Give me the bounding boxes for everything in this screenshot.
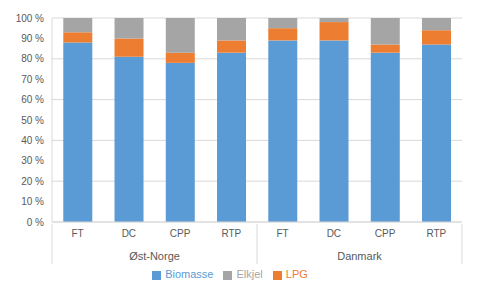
svg-text:100 %: 100 % bbox=[16, 13, 44, 24]
html-text:LPG: LPG bbox=[285, 268, 308, 280]
svg-text:RTP: RTP bbox=[426, 228, 446, 239]
html-text:Biomasse: Biomasse bbox=[165, 268, 214, 280]
svg-text:FT: FT bbox=[72, 228, 84, 239]
svg-text:Øst-Norge: Øst-Norge bbox=[129, 250, 180, 262]
svg-text:DC: DC bbox=[327, 228, 341, 239]
html-text:Elkjel: Elkjel bbox=[236, 268, 263, 280]
svg-text:DC: DC bbox=[122, 228, 136, 239]
svg-text:90 %: 90 % bbox=[21, 33, 44, 44]
svg-text:CPP: CPP bbox=[375, 228, 396, 239]
svg-text:Danmark: Danmark bbox=[337, 250, 382, 262]
svg-text:0 %: 0 % bbox=[27, 217, 44, 228]
svg-text:80 %: 80 % bbox=[21, 53, 44, 64]
svg-text:30 %: 30 % bbox=[21, 155, 44, 166]
svg-text:50 %: 50 % bbox=[21, 115, 44, 126]
svg-text:20 %: 20 % bbox=[21, 176, 44, 187]
svg-text:60 %: 60 % bbox=[21, 94, 44, 105]
svg-text:40 %: 40 % bbox=[21, 135, 44, 146]
svg-text:70 %: 70 % bbox=[21, 74, 44, 85]
svg-text:CPP: CPP bbox=[170, 228, 191, 239]
svg-text:RTP: RTP bbox=[221, 228, 241, 239]
svg-text:10 %: 10 % bbox=[21, 196, 44, 207]
svg-text:FT: FT bbox=[277, 228, 289, 239]
